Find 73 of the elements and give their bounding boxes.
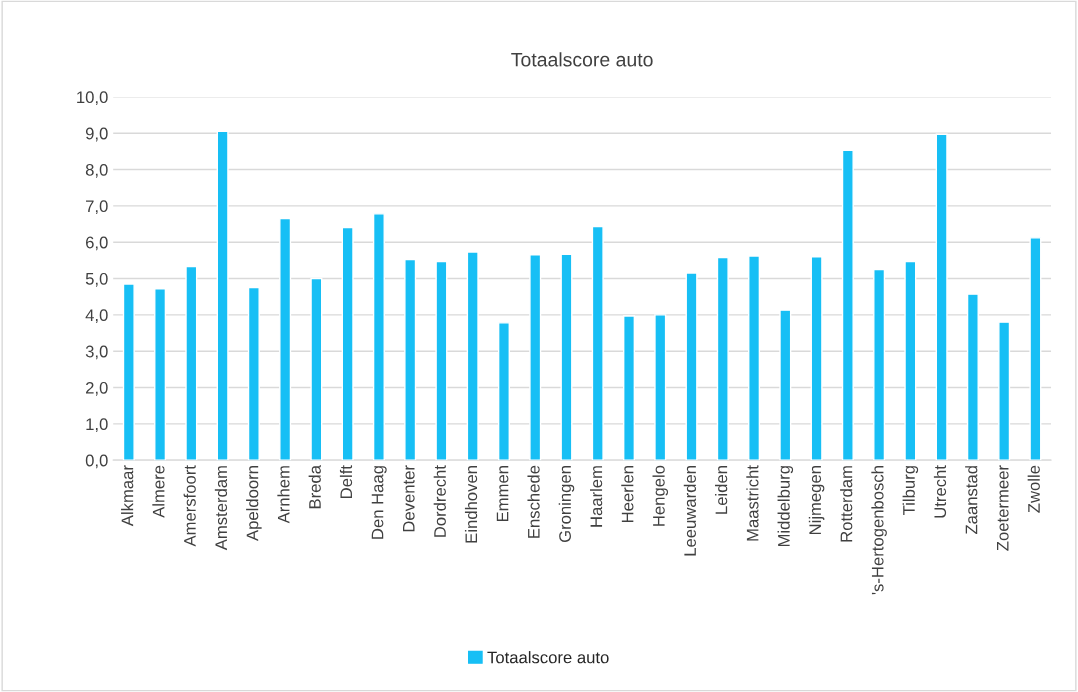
- x-tick-label: Utrecht: [933, 465, 947, 518]
- bar: [779, 309, 792, 461]
- bar: [466, 251, 479, 461]
- x-tick-label: Groningen: [558, 466, 575, 543]
- bar: [966, 293, 979, 461]
- y-tick-label: 5,0: [85, 272, 108, 287]
- bar: [998, 321, 1011, 461]
- bar: [623, 315, 636, 461]
- bar: [279, 217, 292, 461]
- bar: [122, 283, 135, 461]
- bar: [247, 286, 260, 461]
- bar: [904, 260, 917, 461]
- x-tick-label: Dordrecht: [433, 465, 446, 537]
- chart-title: Totaalscore auto: [511, 52, 653, 67]
- bar: [591, 225, 604, 461]
- x-tick-label: Rotterdam: [840, 466, 853, 542]
- bar: [873, 268, 886, 461]
- x-tick-label: Heerlen: [621, 466, 634, 523]
- y-tick-label: 4,0: [85, 309, 108, 324]
- y-tick-label: 7,0: [86, 200, 108, 215]
- y-tick-label: 6,0: [86, 236, 108, 251]
- x-tick-label: Zwolle: [1027, 465, 1040, 513]
- bar: [716, 256, 729, 461]
- y-tick-label: 0,0: [85, 454, 108, 469]
- bar: [685, 272, 698, 461]
- y-tick-label: 3,0: [85, 345, 108, 360]
- bar: [310, 277, 323, 461]
- y-tick-label: 2,0: [86, 381, 108, 396]
- bar: [435, 260, 448, 461]
- x-tick-label: Deventer: [403, 465, 415, 532]
- x-tick-label: Middelburg: [777, 466, 794, 547]
- y-tick-label: 10,0: [77, 91, 108, 106]
- bar: [497, 322, 510, 461]
- x-tick-label: Nijmegen: [808, 466, 825, 535]
- x-tick-label: Amersfoort: [183, 465, 196, 547]
- bar: [529, 254, 542, 461]
- bar: [404, 258, 417, 461]
- x-tick-label: Emmen: [496, 466, 509, 522]
- legend-label: Totaalscore auto: [487, 651, 609, 664]
- x-tick-label: Delft: [339, 465, 353, 498]
- x-tick-label: Zaanstad: [965, 466, 978, 534]
- bar: [748, 255, 761, 461]
- x-tick-label: Alkmaar: [121, 465, 134, 527]
- x-tick-label: Amsterdam: [214, 466, 228, 551]
- x-tick-label: Eindhoven: [464, 466, 478, 543]
- x-tick-label: Tilburg: [902, 466, 919, 515]
- x-tick-label: Enschede: [527, 465, 540, 538]
- bar: [341, 226, 354, 461]
- x-tick-label: Breda: [308, 465, 321, 509]
- x-tick-label: 's-Hertogenbosch: [871, 466, 887, 595]
- bar: [185, 265, 198, 461]
- x-tick-label: Leiden: [715, 466, 728, 514]
- bar: [841, 149, 854, 461]
- bar: [372, 213, 385, 461]
- x-tick-label: Den Haag: [371, 466, 387, 539]
- x-tick-label: Hengelo: [652, 465, 669, 526]
- x-tick-label: Haarlem: [589, 466, 603, 527]
- bar: [560, 253, 573, 461]
- x-tick-label: Leeuwarden: [683, 466, 697, 556]
- x-tick-label: Zoetermeer: [997, 465, 1009, 551]
- bar: [216, 130, 229, 461]
- y-tick-label: 1,0: [86, 418, 108, 433]
- y-tick-label: 8,0: [85, 163, 108, 178]
- bar: [810, 256, 823, 461]
- y-tick-label: 9,0: [85, 127, 108, 142]
- x-tick-label: Arnhem: [277, 466, 290, 524]
- bar: [154, 288, 167, 461]
- bar: [935, 133, 948, 461]
- x-tick-label: Almere: [152, 465, 165, 518]
- bar: [654, 314, 667, 461]
- x-tick-label: Apeldoorn: [246, 466, 262, 541]
- bar: [1029, 237, 1042, 461]
- x-tick-label: Maastricht: [746, 465, 759, 541]
